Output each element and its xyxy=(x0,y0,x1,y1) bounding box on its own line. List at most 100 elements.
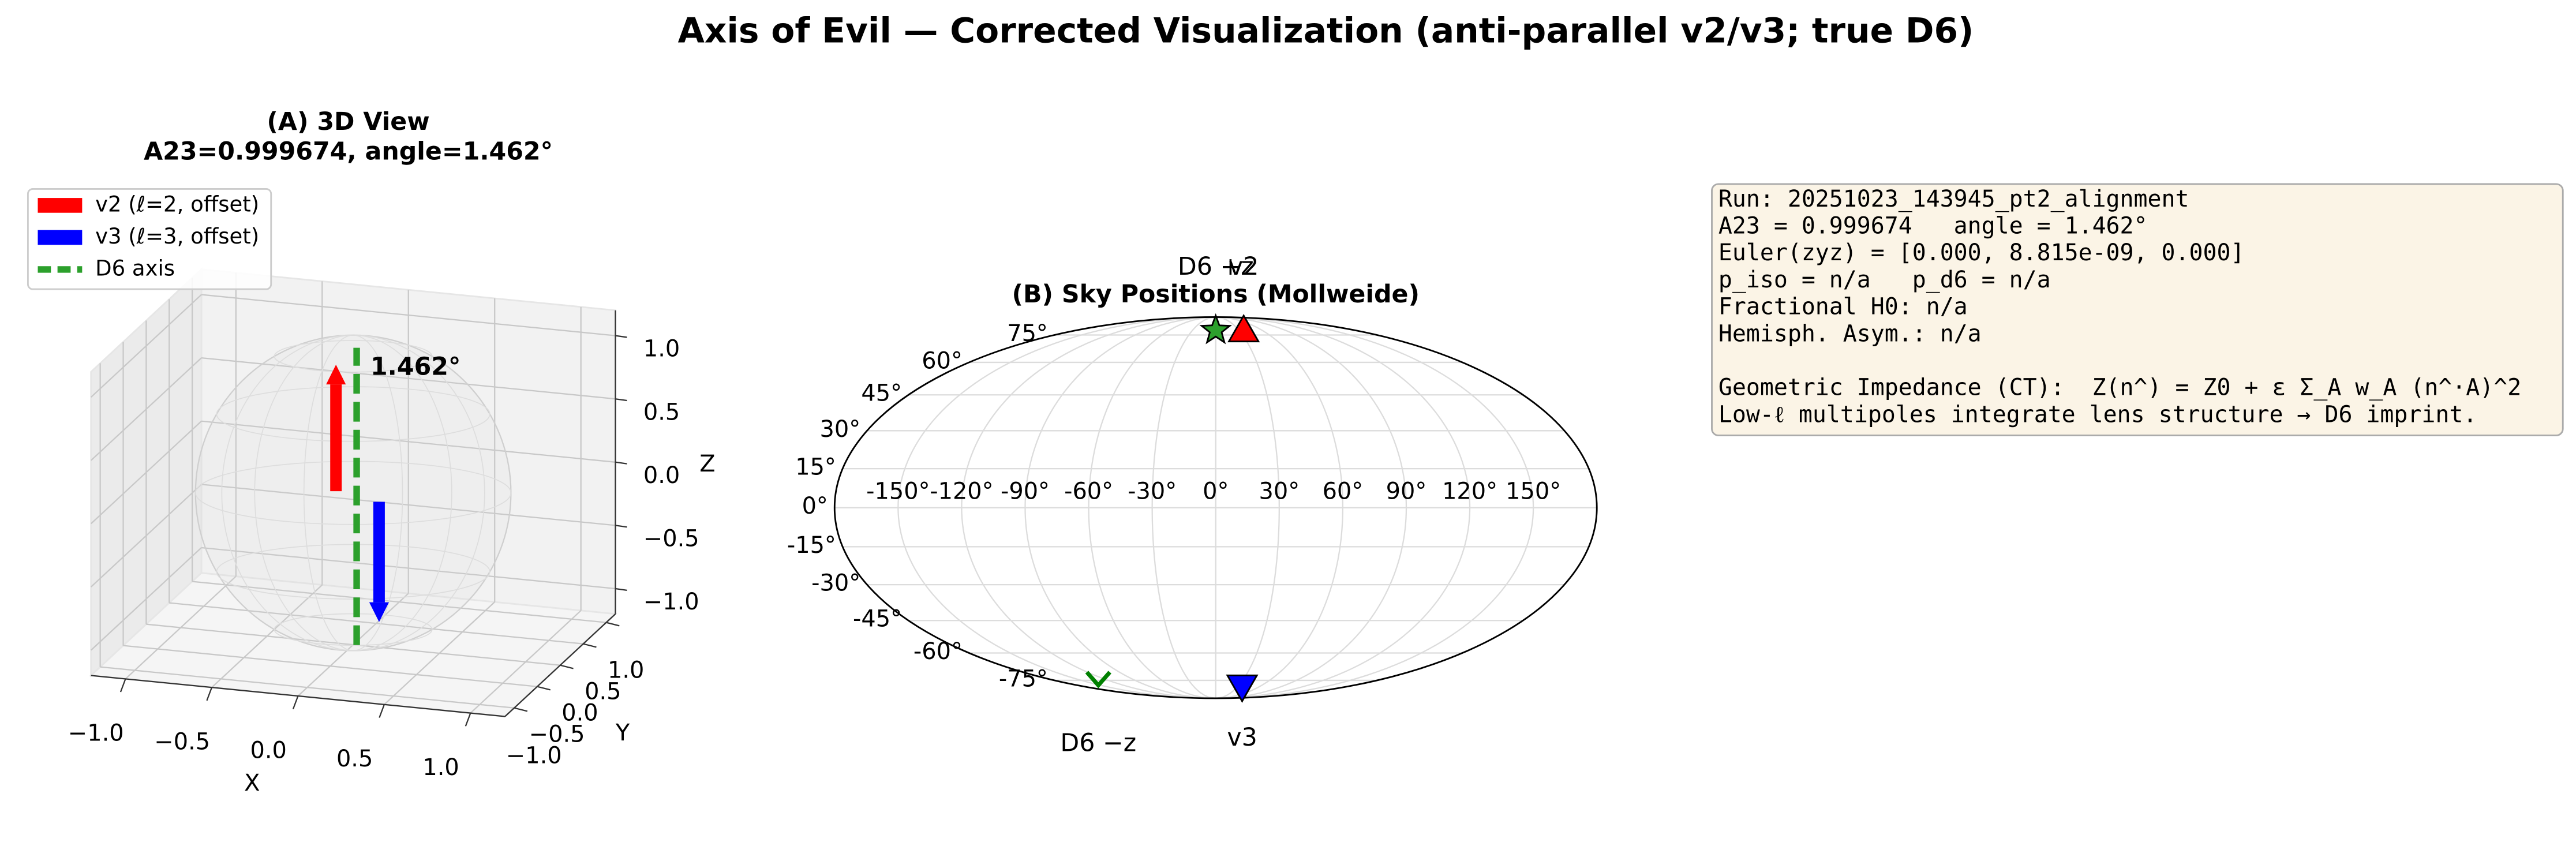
grid-line xyxy=(123,645,538,687)
point xyxy=(1199,313,1232,345)
z-tick-label: 0.0 xyxy=(643,462,680,489)
z-tick xyxy=(615,525,627,528)
sphere-parallel xyxy=(216,544,491,600)
point-label: D6 −z xyxy=(1060,728,1136,757)
panel-3d: −1.0 −0.5 0.0 0.5 1.0 −1.0−0.50.00.51.0−1.0−0… xyxy=(27,188,716,796)
point-label: D6 +z xyxy=(1178,252,1254,281)
sphere-outline xyxy=(194,334,512,652)
grid-line xyxy=(897,316,1216,699)
x-tick-label: −1.0 xyxy=(68,720,124,747)
x-tick-label: 0.0 xyxy=(250,737,287,764)
grid-line xyxy=(90,357,202,461)
point-label: v3 xyxy=(1227,723,1257,752)
x-tick-label: 60° xyxy=(1323,478,1364,505)
y-tick-label: -60° xyxy=(913,638,963,665)
legend-swatch xyxy=(38,230,83,245)
info-line: A23 = 0.999674 angle = 1.462° xyxy=(1718,213,2148,239)
point-label: v2 xyxy=(1229,252,1259,281)
info-note: Geometric Impedance (CT): Z(n^) = Z0 + ε… xyxy=(1718,375,2521,401)
x-axis-line xyxy=(91,675,506,717)
y-tick-label: -75° xyxy=(999,665,1048,692)
grid-line xyxy=(201,484,616,526)
x-tick-label: -90° xyxy=(1001,478,1050,505)
subplot-title: (B) Sky Positions (Mollweide) xyxy=(1012,280,1420,309)
x-tick-label: −0.5 xyxy=(154,728,210,755)
figure-title: Axis of Evil — Corrected Visualization (… xyxy=(678,12,1974,51)
grid-line xyxy=(90,547,202,651)
grid-line xyxy=(90,420,202,525)
y-tick-label: 30° xyxy=(820,416,861,443)
z-tick-label: 0.5 xyxy=(643,399,680,425)
point xyxy=(1226,674,1259,703)
sphere-parallel xyxy=(274,340,433,373)
vector-head xyxy=(326,364,346,385)
info-note: Low-ℓ multipoles integrate lens structur… xyxy=(1718,401,2477,428)
z-axis-label: Z xyxy=(699,451,715,477)
x-tick-label: -30° xyxy=(1128,478,1177,505)
subplot-title: A23=0.999674, angle=1.462° xyxy=(144,137,553,166)
sphere-parallel xyxy=(194,461,512,525)
y-tick-label: 15° xyxy=(795,454,836,481)
z-tick xyxy=(615,461,627,465)
z-tick xyxy=(615,587,627,591)
grid-line xyxy=(1215,316,1407,699)
y-tick xyxy=(514,707,528,712)
y-tick-label: -15° xyxy=(787,532,836,559)
subplot-title: (A) 3D View xyxy=(267,107,429,136)
y-tick-label: 60° xyxy=(922,347,963,374)
y-axis-line xyxy=(504,613,616,717)
x-tick-label: -150° xyxy=(866,478,930,505)
x-tick-label: 0° xyxy=(1203,478,1229,505)
x-tick-label: 150° xyxy=(1506,478,1561,505)
grid-line xyxy=(146,623,560,666)
x-tick-label: 1.0 xyxy=(422,754,459,781)
x-tick-label: 120° xyxy=(1442,478,1497,505)
info-line: Euler(zyz) = [0.000, 8.815e-09, 0.000] xyxy=(1718,239,2245,266)
grid-line xyxy=(1215,316,1471,699)
y-tick-label: 0° xyxy=(802,493,828,519)
x-tick xyxy=(206,687,213,701)
z-tick-label: −0.5 xyxy=(643,526,699,552)
y-axis-label: Y xyxy=(615,720,630,746)
x-tick-label: 90° xyxy=(1386,478,1427,505)
y-tick-label: 1.0 xyxy=(608,657,644,684)
x-tick-label: 30° xyxy=(1259,478,1300,505)
point xyxy=(1227,314,1260,343)
x-tick-label: -60° xyxy=(1064,478,1113,505)
y-tick-label: −0.5 xyxy=(529,721,585,748)
z-tick xyxy=(615,398,627,402)
y-tick xyxy=(560,664,574,669)
info-line: p_iso = n/a p_d6 = n/a xyxy=(1718,267,2051,293)
x-tick-label: 0.5 xyxy=(336,746,373,772)
grid-line xyxy=(192,581,606,623)
x-tick xyxy=(379,704,385,718)
y-tick-label: 75° xyxy=(1007,320,1048,347)
x-tick xyxy=(292,695,299,710)
info-box-frame xyxy=(1711,183,2564,436)
y-tick-label: 0.0 xyxy=(561,700,598,727)
grid-line xyxy=(201,294,616,336)
grid-line xyxy=(201,420,616,463)
vector-head xyxy=(369,602,390,622)
sphere-parallel xyxy=(274,613,433,646)
sphere-parallel xyxy=(216,386,491,442)
grid-line xyxy=(1151,316,1216,699)
grid-line xyxy=(1088,316,1216,699)
grid-line xyxy=(201,547,616,590)
legend-label: v2 (ℓ=2, offset) xyxy=(95,192,259,216)
point xyxy=(1085,671,1111,688)
grid-line xyxy=(90,484,202,587)
grid-line xyxy=(1215,316,1280,699)
z-tick-label: −1.0 xyxy=(643,589,699,615)
legend-label: D6 axis xyxy=(95,256,175,280)
legend-frame xyxy=(27,188,272,290)
grid-line xyxy=(961,316,1216,699)
y-tick-label: 45° xyxy=(861,380,902,407)
legend-swatch xyxy=(38,198,83,213)
z-tick-label: 1.0 xyxy=(643,336,680,362)
grid-line xyxy=(1215,316,1534,699)
y-tick-label: -30° xyxy=(811,570,860,597)
y-tick xyxy=(583,643,597,648)
